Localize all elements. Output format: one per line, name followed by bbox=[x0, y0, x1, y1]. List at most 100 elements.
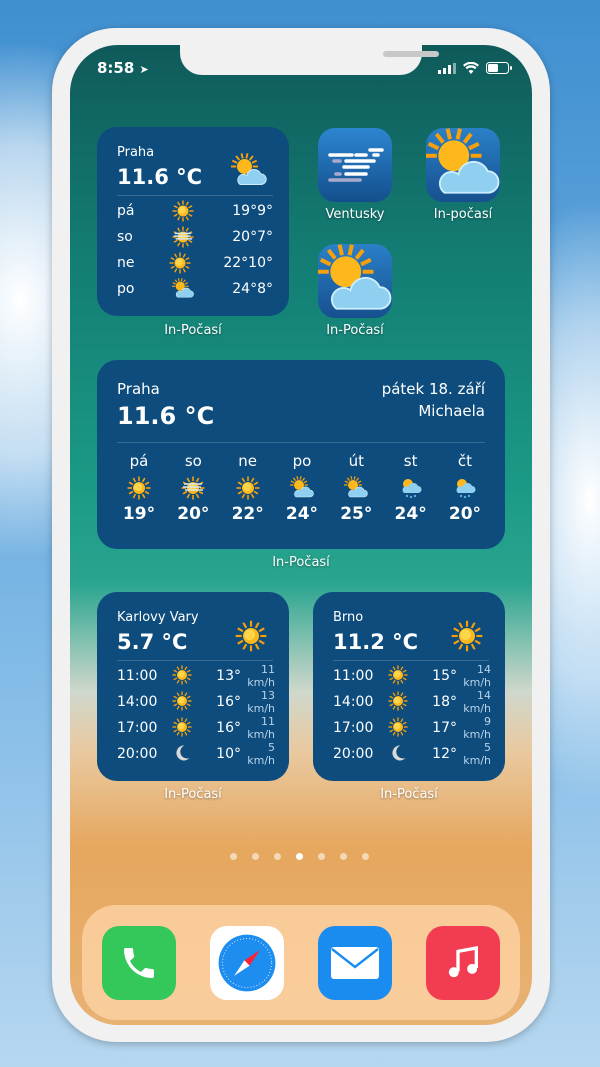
hourly-row: 11:00 13° 11 km/h bbox=[117, 663, 275, 689]
sun-icon bbox=[383, 717, 413, 739]
wide-weather-widget[interactable]: Praha 11.6 °C pátek 18. září Michaela pá… bbox=[97, 360, 505, 549]
day: pá bbox=[117, 203, 135, 219]
temp: 16° bbox=[216, 694, 241, 710]
moon-icon bbox=[383, 743, 413, 765]
sun-icon bbox=[383, 665, 413, 687]
day: st bbox=[403, 452, 418, 470]
music-icon bbox=[443, 943, 483, 983]
sun-icon bbox=[235, 620, 267, 656]
sun-icon bbox=[167, 717, 197, 739]
status-icons bbox=[438, 62, 512, 74]
hour: 20:00 bbox=[117, 746, 158, 762]
dock-music-app[interactable] bbox=[426, 926, 500, 1000]
temp: 20° bbox=[448, 504, 482, 524]
day: čt bbox=[457, 452, 473, 470]
status-time: 8:58 ➤ bbox=[97, 59, 149, 77]
app-label: In-Počasí bbox=[326, 323, 384, 338]
divider bbox=[117, 195, 273, 196]
page-dot[interactable] bbox=[252, 853, 259, 860]
partly-cloudy-icon bbox=[172, 278, 209, 300]
low-temp: 10° bbox=[248, 255, 273, 271]
temp: 19° bbox=[122, 504, 156, 524]
app-in-pocasi[interactable] bbox=[426, 128, 500, 202]
app-label: In-počasí bbox=[433, 207, 493, 222]
widget-city: Brno bbox=[333, 610, 364, 625]
widget-city: Karlovy Vary bbox=[117, 610, 199, 625]
hour: 14:00 bbox=[333, 694, 374, 710]
high-temp: 20° bbox=[232, 229, 258, 245]
day-column: so 20° bbox=[171, 452, 215, 524]
sun-icon bbox=[117, 470, 161, 504]
wind: 5 km/h bbox=[247, 741, 275, 767]
temp: 24° bbox=[394, 504, 427, 524]
notch bbox=[180, 45, 439, 75]
day: pá bbox=[129, 452, 149, 470]
dock-mail-app[interactable] bbox=[318, 926, 392, 1000]
app-in-pocasi-2[interactable] bbox=[318, 244, 392, 318]
hourly-row: 17:00 17° 9 km/h bbox=[333, 715, 491, 741]
hourly-row: 20:00 10° 5 km/h bbox=[117, 741, 275, 767]
wind: 11 km/h bbox=[247, 663, 275, 689]
high-temp: 24° bbox=[232, 281, 258, 297]
dock-safari-app[interactable] bbox=[210, 926, 284, 1000]
widget-label: In-Počasí bbox=[272, 555, 330, 570]
location-arrow-icon: ➤ bbox=[139, 63, 149, 76]
rain-icon bbox=[443, 470, 487, 504]
wind: 11 km/h bbox=[247, 715, 275, 741]
temp: 17° bbox=[432, 720, 457, 736]
page-dot[interactable] bbox=[274, 853, 281, 860]
forecast-row: po 24° 8° bbox=[117, 277, 273, 301]
home-screen: 8:58 ➤ Praha 11.6 °C pá 19° 9° so 20° 7° ne 22°… bbox=[70, 45, 532, 1025]
page-dot[interactable] bbox=[296, 853, 303, 860]
hourly-row: 20:00 12° 5 km/h bbox=[333, 741, 491, 767]
small-weather-widget[interactable]: Praha 11.6 °C pá 19° 9° so 20° 7° ne 22° 10° po 24… bbox=[97, 127, 289, 316]
dock-phone-app[interactable] bbox=[102, 926, 176, 1000]
temp: 12° bbox=[432, 746, 457, 762]
sun-icon bbox=[226, 470, 270, 504]
partly-cloudy-icon bbox=[231, 153, 267, 193]
low-temp: 8° bbox=[257, 281, 273, 297]
hourly-weather-widget[interactable]: Brno 11.2 °C 11:00 15° 14 km/h 14:00 18° 14 km/… bbox=[313, 592, 505, 781]
widget-date: pátek 18. září bbox=[381, 380, 485, 398]
sun-icon bbox=[172, 200, 209, 222]
battery-icon bbox=[486, 62, 512, 74]
day-column: po 24° bbox=[280, 452, 324, 524]
sun-icon bbox=[169, 252, 204, 274]
temp: 15° bbox=[432, 668, 457, 684]
temp: 22° bbox=[231, 504, 264, 524]
signal-icon bbox=[438, 62, 456, 74]
temp: 25° bbox=[340, 504, 373, 524]
page-dot[interactable] bbox=[318, 853, 325, 860]
page-dot[interactable] bbox=[362, 853, 369, 860]
temp: 20° bbox=[177, 504, 210, 524]
hour: 14:00 bbox=[117, 694, 158, 710]
wind: 5 km/h bbox=[463, 741, 491, 767]
hourly-weather-widget[interactable]: Karlovy Vary 5.7 °C 11:00 13° 11 km/h 14:00 16… bbox=[97, 592, 289, 781]
sun-icon bbox=[167, 691, 197, 713]
low-temp: 9° bbox=[257, 203, 273, 219]
widget-nameday: Michaela bbox=[418, 402, 485, 420]
in-pocasi-logo-icon bbox=[318, 244, 392, 318]
widget-temp: 11.6 °C bbox=[117, 402, 215, 430]
day: so bbox=[117, 229, 133, 245]
rain-icon bbox=[389, 470, 433, 504]
day-column: ne 22° bbox=[226, 452, 270, 524]
app-ventusky[interactable] bbox=[318, 128, 392, 202]
hour: 17:00 bbox=[333, 720, 374, 736]
widget-city: Praha bbox=[117, 145, 155, 160]
forecast-row: ne 22° 10° bbox=[117, 251, 273, 275]
ventusky-logo-icon bbox=[328, 148, 384, 182]
temp: 24° bbox=[285, 504, 319, 524]
divider bbox=[117, 442, 485, 443]
page-dot[interactable] bbox=[230, 853, 237, 860]
mail-icon bbox=[329, 943, 381, 983]
wind: 13 km/h bbox=[247, 689, 275, 715]
page-dot[interactable] bbox=[340, 853, 347, 860]
widget-temp: 11.2 °C bbox=[333, 630, 419, 654]
sun-icon bbox=[167, 665, 197, 687]
sun-icon bbox=[451, 620, 483, 656]
day: ne bbox=[238, 452, 258, 470]
low-temp: 7° bbox=[257, 229, 273, 245]
partly-cloudy-icon bbox=[334, 470, 378, 504]
wind: 14 km/h bbox=[463, 663, 491, 689]
